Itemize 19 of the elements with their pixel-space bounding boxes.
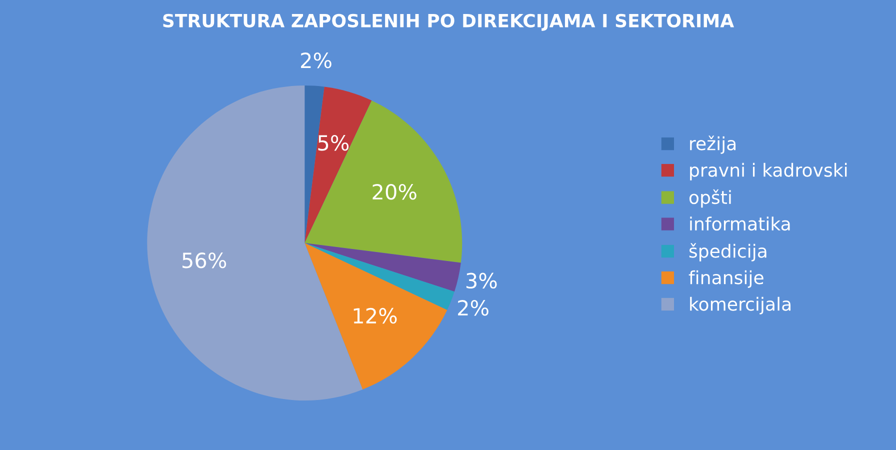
data-label: 2% xyxy=(458,300,488,316)
data-label: 20% xyxy=(372,184,416,200)
legend-label: finansije xyxy=(688,270,764,288)
pie-slice xyxy=(304,86,372,243)
legend-label: pravni i kadrovski xyxy=(690,162,847,180)
data-label: 3% xyxy=(466,272,497,289)
pie-slice xyxy=(304,243,448,390)
legend-label: komercijala xyxy=(690,296,790,314)
legend-label: opšti xyxy=(689,189,731,208)
legend-label: režija xyxy=(690,136,736,154)
data-label: 2% xyxy=(301,52,332,68)
data-label: 5% xyxy=(318,134,349,151)
chart-title: STRUKTURA ZAPOSLENIH PO DIREKCIJAMA I SEKTORIMA xyxy=(163,14,734,31)
data-label: 56% xyxy=(182,252,226,268)
legend-label: špedicija xyxy=(689,243,766,262)
pie-slice xyxy=(304,243,461,292)
data-label: 12% xyxy=(354,308,397,324)
pie-slice xyxy=(304,100,462,263)
legend-label: informatika xyxy=(690,216,790,231)
